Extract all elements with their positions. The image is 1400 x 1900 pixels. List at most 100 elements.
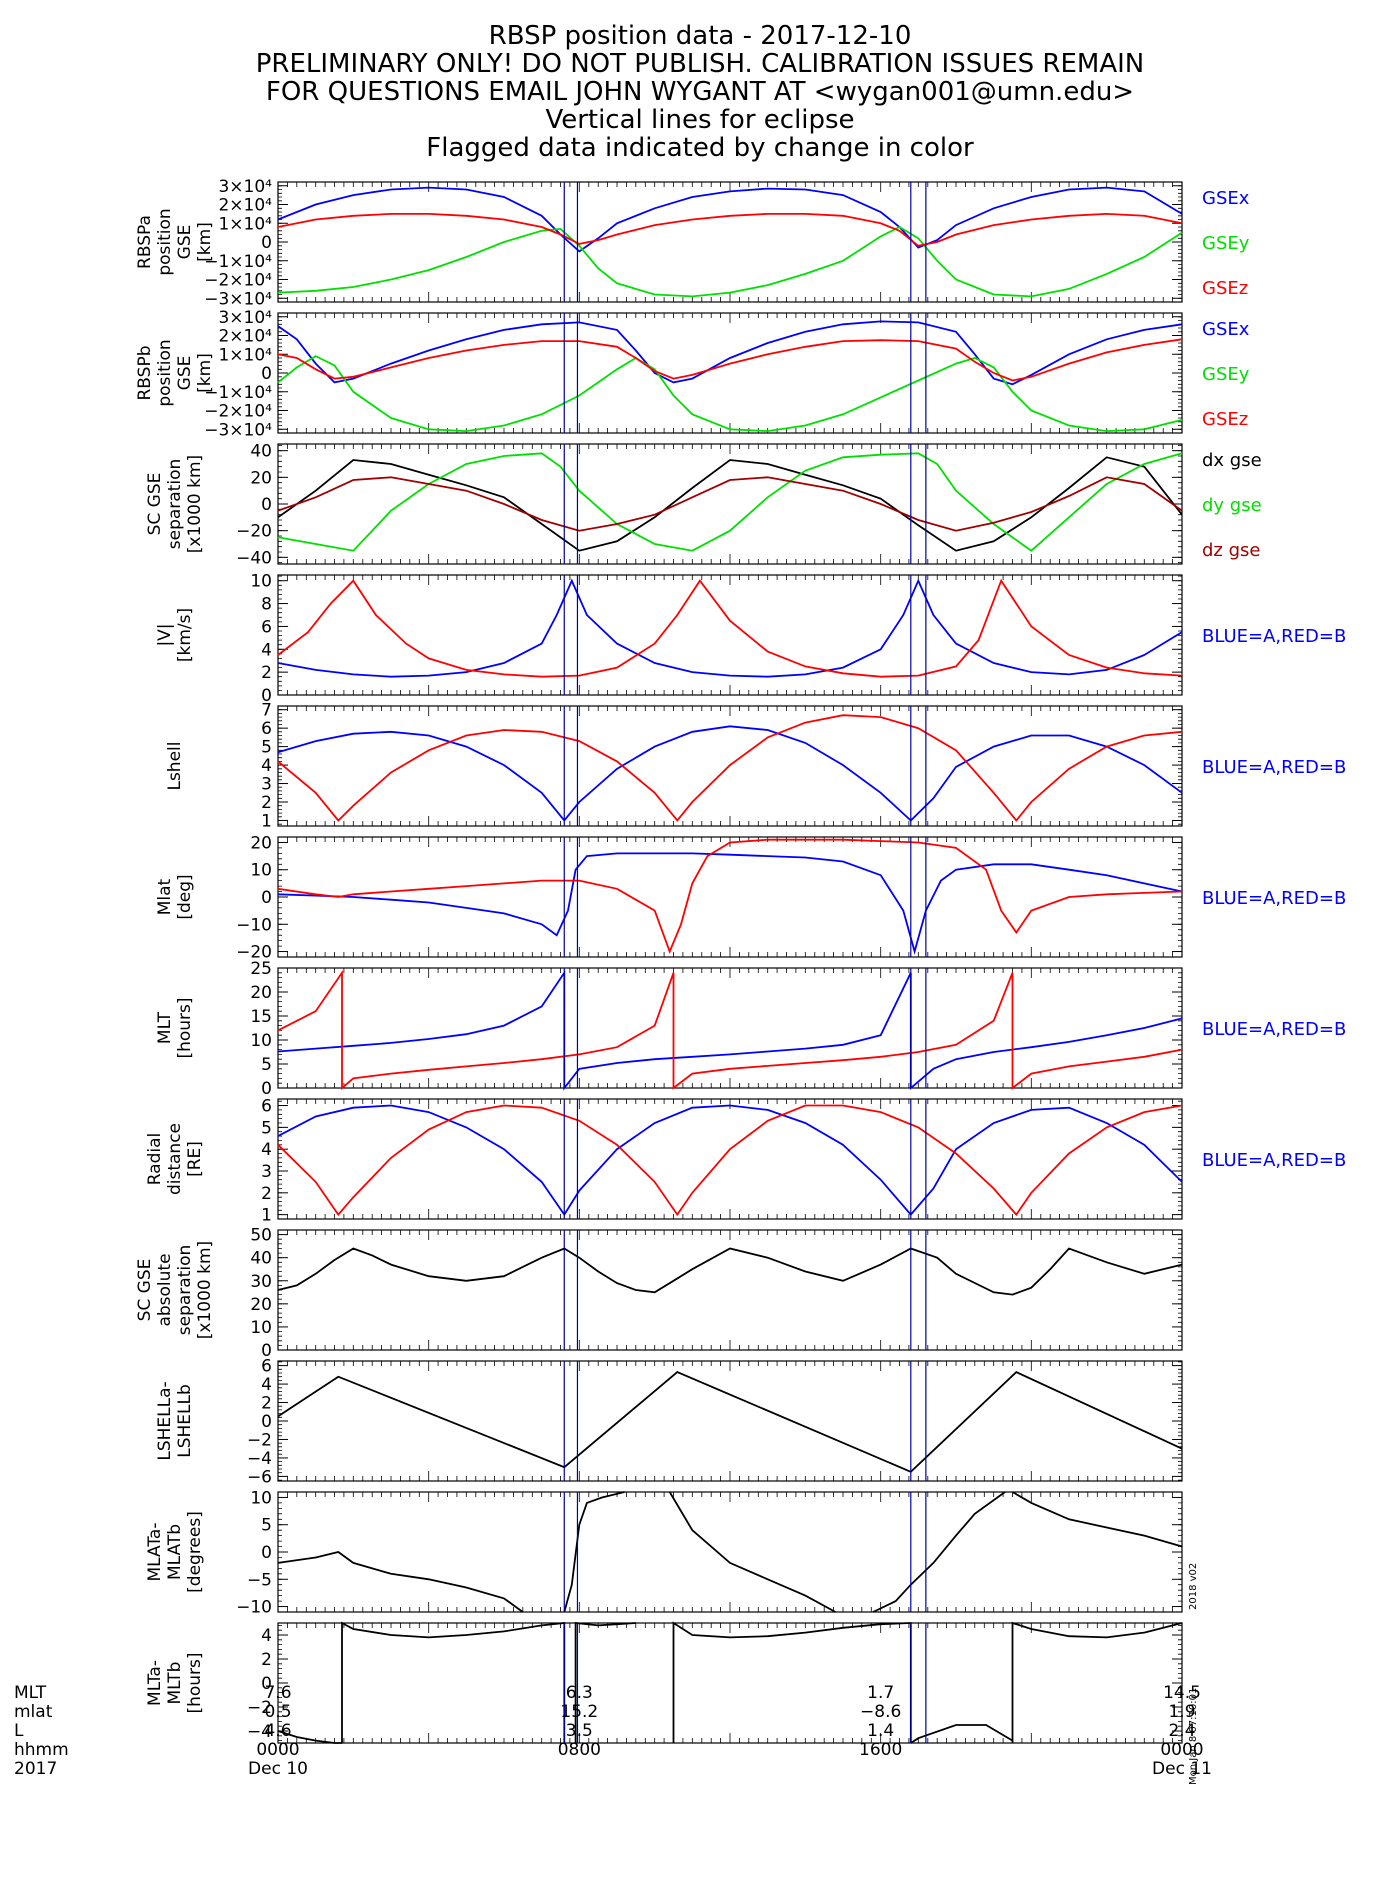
title-line-2: PRELIMINARY ONLY! DO NOT PUBLISH. CALIBR… — [255, 49, 1145, 79]
dmlt-series-dMLT2 — [341, 1621, 566, 1743]
mlt-series-A — [277, 969, 1183, 1091]
title-line-4: Vertical lines for eclipse — [545, 105, 855, 135]
dmlt-ylabel: [hours] — [185, 1652, 205, 1713]
rbspa-gse-ytick-label: 0 — [261, 233, 272, 253]
rbspa-gse-ytick-label: 3×10⁴ — [218, 177, 272, 197]
mlat-ytick-label: 20 — [250, 833, 272, 853]
abs-sep-ytick-label: 40 — [250, 1249, 272, 1269]
xaxis-cell: 1.9 — [1168, 1702, 1195, 1722]
rbspa-gse-legend-entry: GSEy — [1202, 233, 1250, 254]
xaxis-row-label: MLT — [14, 1683, 47, 1703]
xaxis-cell: 1.7 — [867, 1683, 894, 1703]
rbspb-gse-ytick-label: 2×10⁴ — [218, 327, 272, 347]
xaxis-cell: 7.6 — [264, 1683, 291, 1703]
radial-ylabel: Radial — [145, 1133, 165, 1186]
rbspb-gse-ylabel: RBSPb — [135, 345, 155, 400]
lshell-ytick-label: 4 — [261, 756, 272, 776]
dlshell-ylabel: LSHELLb — [175, 1384, 195, 1458]
rbspb-gse-ylabel: [km] — [195, 353, 215, 393]
xaxis-cell: 3.5 — [566, 1721, 593, 1741]
mlat-ylabel: Mlat — [155, 878, 175, 915]
abs-sep-ytick-label: 50 — [250, 1226, 272, 1246]
dlshell-ytick-label: 4 — [261, 1375, 272, 1395]
mlt-ytick-label: 25 — [250, 959, 272, 979]
mlt-ylabel: [hours] — [175, 997, 195, 1058]
xaxis-cell: Dec 10 — [248, 1759, 308, 1779]
rbspb-gse-frame — [277, 312, 1183, 434]
date-stamp: Mon Jan 8 07:10:01 — [1188, 1687, 1199, 1785]
rbspb-gse-ytick-label: 0 — [261, 364, 272, 384]
dlshell-ytick-label: 2 — [261, 1394, 272, 1414]
dmlat-ytick-label: −10 — [236, 1598, 272, 1618]
mlt-ytick-label: 0 — [261, 1079, 272, 1099]
rbspb-gse-series-GSEy — [277, 355, 1183, 433]
xaxis-cell: 2.4 — [1168, 1721, 1195, 1741]
rbspa-gse-ytick-label: −3×10⁴ — [204, 289, 272, 309]
lshell-minor-ticks — [277, 706, 1183, 826]
dmlat-ytick-label: 5 — [261, 1516, 272, 1536]
abs-sep-ylabel: SC GSE — [135, 1259, 155, 1322]
xaxis-cell: 0800 — [558, 1740, 601, 1760]
dmlt-ylabel: MLTb — [165, 1662, 185, 1705]
dlshell-frame — [277, 1360, 1183, 1482]
dlshell-ytick-label: −4 — [247, 1449, 272, 1469]
rbspb-gse-legend-entry: GSEx — [1202, 319, 1250, 340]
sc-sep-legend-entry: dx gse — [1202, 450, 1262, 471]
speed-frame — [277, 574, 1183, 696]
abs-sep-ylabel: absolute — [155, 1253, 175, 1326]
sc-sep-series-dx-gse — [277, 456, 1183, 552]
rbspb-gse-series-GSEx — [277, 320, 1183, 386]
radial-ytick-label: 1 — [261, 1206, 272, 1226]
dlshell-ylabel: LSHELLa- — [155, 1381, 175, 1460]
sc-sep-legend-entry: dy gse — [1202, 495, 1262, 516]
dmlt-series-dMLT4 — [672, 1621, 912, 1743]
lshell-ytick-label: 7 — [261, 701, 272, 721]
rbspb-gse-ytick-label: −2×10⁴ — [204, 402, 272, 422]
rbspb-gse-legend-entry: GSEy — [1202, 364, 1250, 385]
mlat-ytick-label: 0 — [261, 888, 272, 908]
dmlat-ylabel: MLATa- — [145, 1523, 165, 1582]
rbspb-gse-ytick-label: 3×10⁴ — [218, 308, 272, 328]
title-line-3: FOR QUESTIONS EMAIL JOHN WYGANT AT <wyga… — [265, 77, 1135, 107]
xaxis-row-label: hhmm — [14, 1740, 69, 1760]
dmlt-ytick-label: 0 — [261, 1674, 272, 1694]
sc-sep-ytick-label: 40 — [250, 442, 272, 462]
radial-minor-ticks — [277, 1099, 1183, 1220]
dmlt-series-dMLT6 — [1011, 1621, 1183, 1743]
lshell-series-B — [277, 714, 1183, 822]
abs-sep-ytick-label: 30 — [250, 1272, 272, 1292]
dmlat-ylabel: MLATb — [165, 1524, 185, 1580]
xaxis-cell: 1600 — [859, 1740, 902, 1760]
dmlat-series-dMlat2 — [563, 1491, 625, 1613]
rbspa-gse-ytick-label: 1×10⁴ — [218, 214, 272, 234]
xaxis-cell: 0000 — [256, 1740, 299, 1760]
rbspa-gse-series-GSEx — [277, 186, 1183, 253]
title-line-5: Flagged data indicated by change in colo… — [426, 133, 974, 163]
speed-ytick-label: 4 — [261, 640, 272, 660]
sc-sep-ytick-label: −20 — [236, 522, 272, 542]
speed-ytick-label: 8 — [261, 595, 272, 615]
speed-ylabel: |V| — [155, 623, 175, 646]
mlt-legend-entry: BLUE=A,RED=B — [1202, 1019, 1346, 1040]
rbspa-gse-ytick-label: −1×10⁴ — [204, 252, 272, 272]
xaxis-cell: Dec 11 — [1152, 1759, 1212, 1779]
sc-sep-ytick-label: 20 — [250, 468, 272, 488]
chart-header: RBSP position data - 2017-12-10 PRELIMIN… — [0, 22, 1400, 162]
dmlt-ylabel: MLTa- — [145, 1660, 165, 1706]
rbspa-gse-ylabel: position — [155, 208, 175, 275]
sc-sep-series-dz-gse — [277, 476, 1183, 532]
radial-ytick-label: 5 — [261, 1118, 272, 1138]
sc-sep-ylabel: separation — [165, 459, 185, 550]
rbspa-gse-frame — [277, 181, 1183, 303]
abs-sep-ylabel: [x1000 km] — [195, 1241, 215, 1339]
dmlat-ylabel: [degrees] — [185, 1511, 205, 1593]
xaxis-row-label: 2017 — [14, 1759, 57, 1779]
abs-sep-ytick-label: 0 — [261, 1341, 272, 1361]
mlt-ytick-label: 15 — [250, 1007, 272, 1027]
mlt-series-B — [277, 969, 1183, 1090]
dmlat-ytick-label: −5 — [247, 1570, 272, 1590]
mlat-ylabel: [deg] — [175, 874, 195, 919]
dlshell-series-dL — [277, 1371, 1183, 1473]
xaxis-cell: 1.4 — [867, 1721, 894, 1741]
xaxis-cell: 0000 — [1160, 1740, 1203, 1760]
